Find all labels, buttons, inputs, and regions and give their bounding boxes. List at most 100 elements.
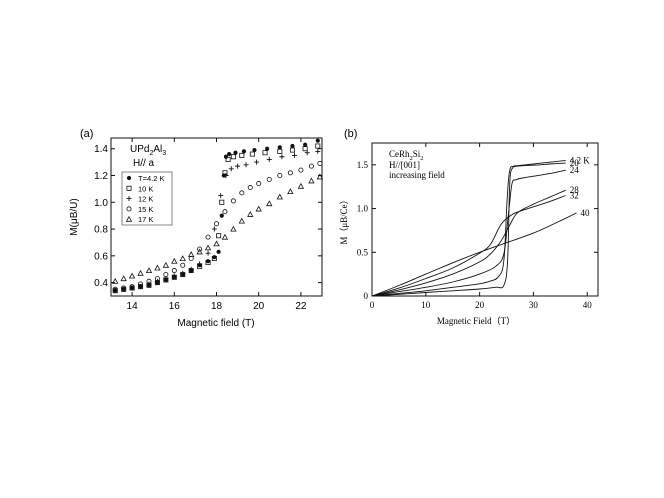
panel-a-xtick-label: 22 xyxy=(295,301,307,312)
panel-a-point-s4 xyxy=(213,240,220,247)
panel-a-point-s3 xyxy=(317,160,323,166)
panel-a-point-s0 xyxy=(265,146,270,151)
panel-b-xlabel: Magnetic Field（T） xyxy=(437,316,515,326)
panel-a-point-s3 xyxy=(205,234,211,240)
panel-a-point-s3 xyxy=(129,284,135,290)
panel-a-ytick-label: 1.2 xyxy=(94,171,108,182)
panel-b-curve-2 xyxy=(371,169,566,297)
panel-a-ytick-label: 0.8 xyxy=(94,225,108,236)
panel-a-point-s0 xyxy=(216,249,221,254)
panel-a-point-s2 xyxy=(180,270,186,276)
panel-a-point-s3 xyxy=(213,221,219,227)
panel-a-point-s4 xyxy=(204,244,212,251)
panel-a-point-s2 xyxy=(243,162,249,168)
panel-a-point-s3 xyxy=(171,268,177,274)
panel-b-curve-label: 4.2 K xyxy=(570,155,591,165)
panel-a-point-s0 xyxy=(290,143,295,149)
panel-a-point-s3 xyxy=(222,209,228,215)
panel-b-curve-label: 20 xyxy=(570,158,580,168)
panel-a-point-s4 xyxy=(316,173,324,180)
panel-a-point-s1 xyxy=(262,150,268,156)
panel-b-compound-main: CeRh xyxy=(389,149,410,159)
panel-a-xtick-label: 18 xyxy=(211,301,223,312)
panel-a-point-s0 xyxy=(223,154,229,159)
panel-a-compound: UPd2Al3 xyxy=(130,144,166,157)
panel-a-point-s3 xyxy=(180,262,186,268)
panel-a-point-s4 xyxy=(171,257,178,264)
panel-a-point-s2 xyxy=(292,152,298,158)
panel-a-point-s2 xyxy=(138,284,144,290)
panel-a-point-s4 xyxy=(188,251,195,257)
panel-a-point-s3 xyxy=(188,256,194,262)
panel-a-point-s2 xyxy=(228,166,234,172)
panel-a-point-s3 xyxy=(138,281,144,287)
panel-a-point-s1 xyxy=(289,147,295,153)
panel-a-point-s2 xyxy=(315,148,321,154)
panel-a-legend-marker xyxy=(126,206,132,212)
panel-a-legend-label: 12 K xyxy=(138,195,153,204)
panel-b-frame xyxy=(371,142,599,297)
panel-a-point-s2 xyxy=(266,156,272,162)
panel-a-point-s3 xyxy=(230,198,236,204)
panel-a-ylabel: M(μB/U) xyxy=(69,198,80,235)
panel-b-compound: CeRh2Si2 xyxy=(389,149,424,162)
panel-a-point-s4 xyxy=(276,193,283,200)
panel-b-ytick-label: 1.5 xyxy=(357,160,369,170)
panel-a-compound-mid: Al xyxy=(153,144,162,155)
panel-a-point-s3 xyxy=(256,181,262,187)
panel-a-point-s0 xyxy=(233,150,238,155)
panel-a-point-s2 xyxy=(205,250,211,256)
panel-a-ytick-label: 1.4 xyxy=(94,144,108,155)
panel-b-label: (b) xyxy=(344,128,357,140)
panel-a-point-s2 xyxy=(146,281,152,287)
panel-b-xtick-label: 30 xyxy=(529,300,539,310)
panel-a-point-s3 xyxy=(197,246,203,252)
panel-a-point-s3 xyxy=(266,177,272,183)
panel-a-legend-label: 17 K xyxy=(138,215,153,224)
panel-a-compound-sub1: 2 xyxy=(149,150,153,157)
panel-a-point-s1 xyxy=(302,146,308,152)
panel-a-xtick-label: 20 xyxy=(253,301,265,312)
panel-a-point-s1 xyxy=(249,151,255,157)
panel-b-curve-5 xyxy=(371,212,577,297)
panel-a-point-s2 xyxy=(154,278,160,284)
panel-a-point-s3 xyxy=(308,163,314,169)
panel-a-point-s3 xyxy=(163,272,169,278)
panel-a-point-s3 xyxy=(277,172,283,178)
panel-b-sweep: increasing field xyxy=(389,170,445,180)
panel-b-ytick-label: 0 xyxy=(364,291,369,301)
panel-a-legend-marker xyxy=(125,215,133,222)
panel-a-point-s2 xyxy=(279,154,285,160)
panel-a-point-s4 xyxy=(112,277,119,284)
panel-a-point-s1 xyxy=(211,256,217,262)
panel-a-point-s4 xyxy=(287,188,294,195)
panel-b-xtick-label: 0 xyxy=(370,300,375,310)
panel-a-point-s0 xyxy=(212,255,217,260)
panel-a-point-s0 xyxy=(277,145,282,150)
panel-a-point-s2 xyxy=(254,159,260,165)
panel-a-point-s0 xyxy=(205,259,211,264)
panel-a-ytick-label: 1.0 xyxy=(94,198,108,209)
panel-a-point-s4 xyxy=(308,177,315,184)
panel-a-point-s1 xyxy=(315,143,321,149)
panel-a-point-s3 xyxy=(154,276,160,282)
panel-a-point-s4 xyxy=(297,182,305,189)
panel-b-curve-label: 24 xyxy=(570,165,580,175)
panel-a-point-s3 xyxy=(247,185,253,191)
panel-a: (a) 14 16 18 20 22 0.4 0.6 0.8 1.0 1.2 1.4 Magneti… xyxy=(69,128,324,329)
panel-b-ytick-label: 1.0 xyxy=(357,204,369,214)
panel-b-curve-0 xyxy=(371,160,566,297)
panel-a-point-s2 xyxy=(218,193,224,199)
panel-a-point-s3 xyxy=(298,167,304,173)
panel-a-point-s4 xyxy=(196,248,203,255)
panel-a-point-s1 xyxy=(230,154,236,160)
panel-b-compound-sub2: 2 xyxy=(420,155,423,162)
panel-a-compound-main: UPd xyxy=(130,144,149,155)
panel-a-legend-label: 15 K xyxy=(138,205,153,214)
panel-b-xtick-label: 20 xyxy=(475,300,485,310)
panel-a-point-s4 xyxy=(266,200,273,207)
panel-a-xtick-label: 16 xyxy=(169,301,181,312)
panel-a-point-s1 xyxy=(219,199,225,205)
